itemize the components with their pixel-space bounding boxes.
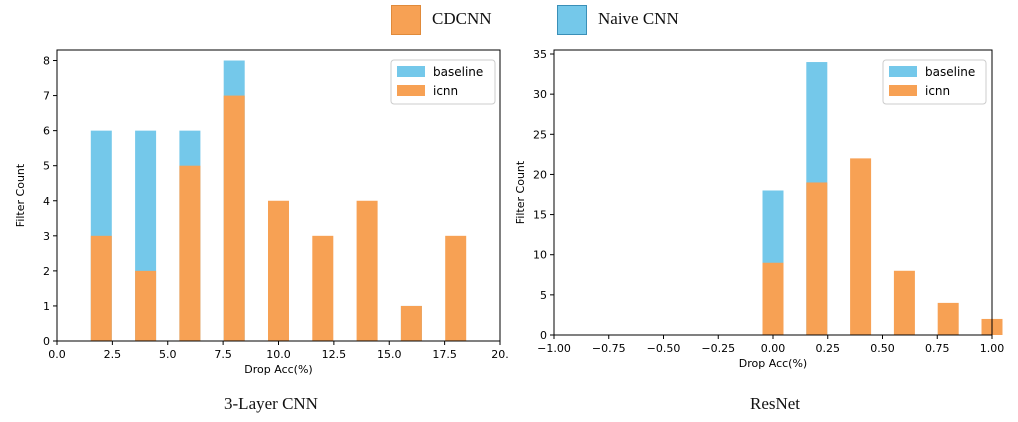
x-tick-label: −1.00 bbox=[537, 342, 571, 355]
figure-legend: CDCNN Naive CNN bbox=[0, 0, 1018, 40]
x-tick-label: 0.75 bbox=[925, 342, 950, 355]
y-tick-label: 10 bbox=[533, 249, 547, 262]
icnn-bar bbox=[806, 182, 828, 335]
icnn-bar bbox=[312, 235, 334, 341]
x-tick-label: −0.25 bbox=[701, 342, 735, 355]
icnn-bar bbox=[223, 95, 245, 342]
icnn-bar bbox=[937, 302, 959, 335]
x-tick-label: −0.50 bbox=[647, 342, 681, 355]
y-tick-label: 0 bbox=[43, 335, 50, 348]
x-tick-label: 0.50 bbox=[870, 342, 895, 355]
legend-label-baseline: baseline bbox=[925, 65, 975, 79]
y-tick-label: 5 bbox=[43, 160, 50, 173]
cdcnn-legend-label: CDCNN bbox=[432, 9, 492, 28]
legend-swatch-baseline bbox=[397, 66, 425, 77]
x-tick-label: 0.0 bbox=[48, 348, 66, 361]
x-tick-label: 0.00 bbox=[761, 342, 786, 355]
x-tick-label: 15.0 bbox=[377, 348, 402, 361]
y-tick-label: 0 bbox=[540, 329, 547, 342]
legend-label-icnn: icnn bbox=[433, 84, 458, 98]
caption-resnet: ResNet bbox=[749, 394, 801, 413]
icnn-bar bbox=[850, 158, 872, 335]
y-tick-label: 15 bbox=[533, 209, 547, 222]
chart-legend: baseline icnn bbox=[390, 59, 496, 105]
x-tick-label: −0.75 bbox=[592, 342, 626, 355]
y-tick-label: 8 bbox=[43, 55, 50, 68]
x-tick-label: 12.5 bbox=[322, 348, 347, 361]
x-tick-label: 5.0 bbox=[159, 348, 177, 361]
icnn-bar bbox=[135, 270, 157, 341]
x-tick-label: 0.25 bbox=[816, 342, 841, 355]
y-axis-label: Filter Count bbox=[514, 160, 527, 224]
icnn-bar bbox=[893, 270, 915, 335]
chart-legend: baseline icnn bbox=[882, 59, 987, 105]
y-tick-label: 2 bbox=[43, 265, 50, 278]
x-tick-label: 2.5 bbox=[104, 348, 122, 361]
y-tick-label: 35 bbox=[533, 48, 547, 61]
x-tick-label: 17.5 bbox=[432, 348, 457, 361]
cdcnn-swatch bbox=[391, 5, 421, 35]
naive-cnn-legend-label: Naive CNN bbox=[598, 9, 679, 28]
x-tick-label: 20. bbox=[491, 348, 509, 361]
y-tick-label: 5 bbox=[540, 289, 547, 302]
legend-swatch-baseline bbox=[889, 66, 917, 77]
legend-swatch-icnn bbox=[397, 85, 425, 96]
y-tick-label: 4 bbox=[43, 195, 50, 208]
chart-panel-0: 0.0 2.5 5.0 7.5 10.0 12.5 15.0 17.5 20. 0 1 2 3 4 5 6 7 8… bbox=[14, 49, 509, 376]
y-tick-label: 20 bbox=[533, 168, 547, 181]
icnn-bar bbox=[90, 235, 112, 341]
y-tick-label: 7 bbox=[43, 90, 50, 103]
caption-3-layer-cnn: 3-Layer CNN bbox=[224, 394, 318, 413]
x-axis-label: Drop Acc(%) bbox=[739, 357, 807, 370]
x-tick-label: 7.5 bbox=[214, 348, 232, 361]
icnn-bar bbox=[400, 305, 422, 341]
x-tick-label: 10.0 bbox=[266, 348, 291, 361]
legend-swatch-icnn bbox=[889, 85, 917, 96]
y-tick-label: 25 bbox=[533, 128, 547, 141]
naive-cnn-swatch bbox=[557, 5, 587, 35]
icnn-bar bbox=[179, 165, 201, 341]
icnn-bar bbox=[762, 262, 784, 335]
y-tick-label: 3 bbox=[43, 230, 50, 243]
y-axis-label: Filter Count bbox=[14, 163, 27, 227]
x-tick-label: 1.00 bbox=[980, 342, 1005, 355]
x-axis-label: Drop Acc(%) bbox=[244, 363, 312, 376]
y-tick-label: 6 bbox=[43, 125, 50, 138]
legend-label-icnn: icnn bbox=[925, 84, 950, 98]
icnn-bar bbox=[356, 200, 378, 341]
legend-label-baseline: baseline bbox=[433, 65, 483, 79]
y-tick-label: 1 bbox=[43, 300, 50, 313]
chart-panel-1: −1.00 −0.75 −0.50 −0.25 0.00 0.25 0.50 0.75 1.00… bbox=[514, 48, 1004, 370]
y-tick-label: 30 bbox=[533, 88, 547, 101]
icnn-bar bbox=[445, 235, 467, 341]
icnn-bar bbox=[268, 200, 289, 341]
